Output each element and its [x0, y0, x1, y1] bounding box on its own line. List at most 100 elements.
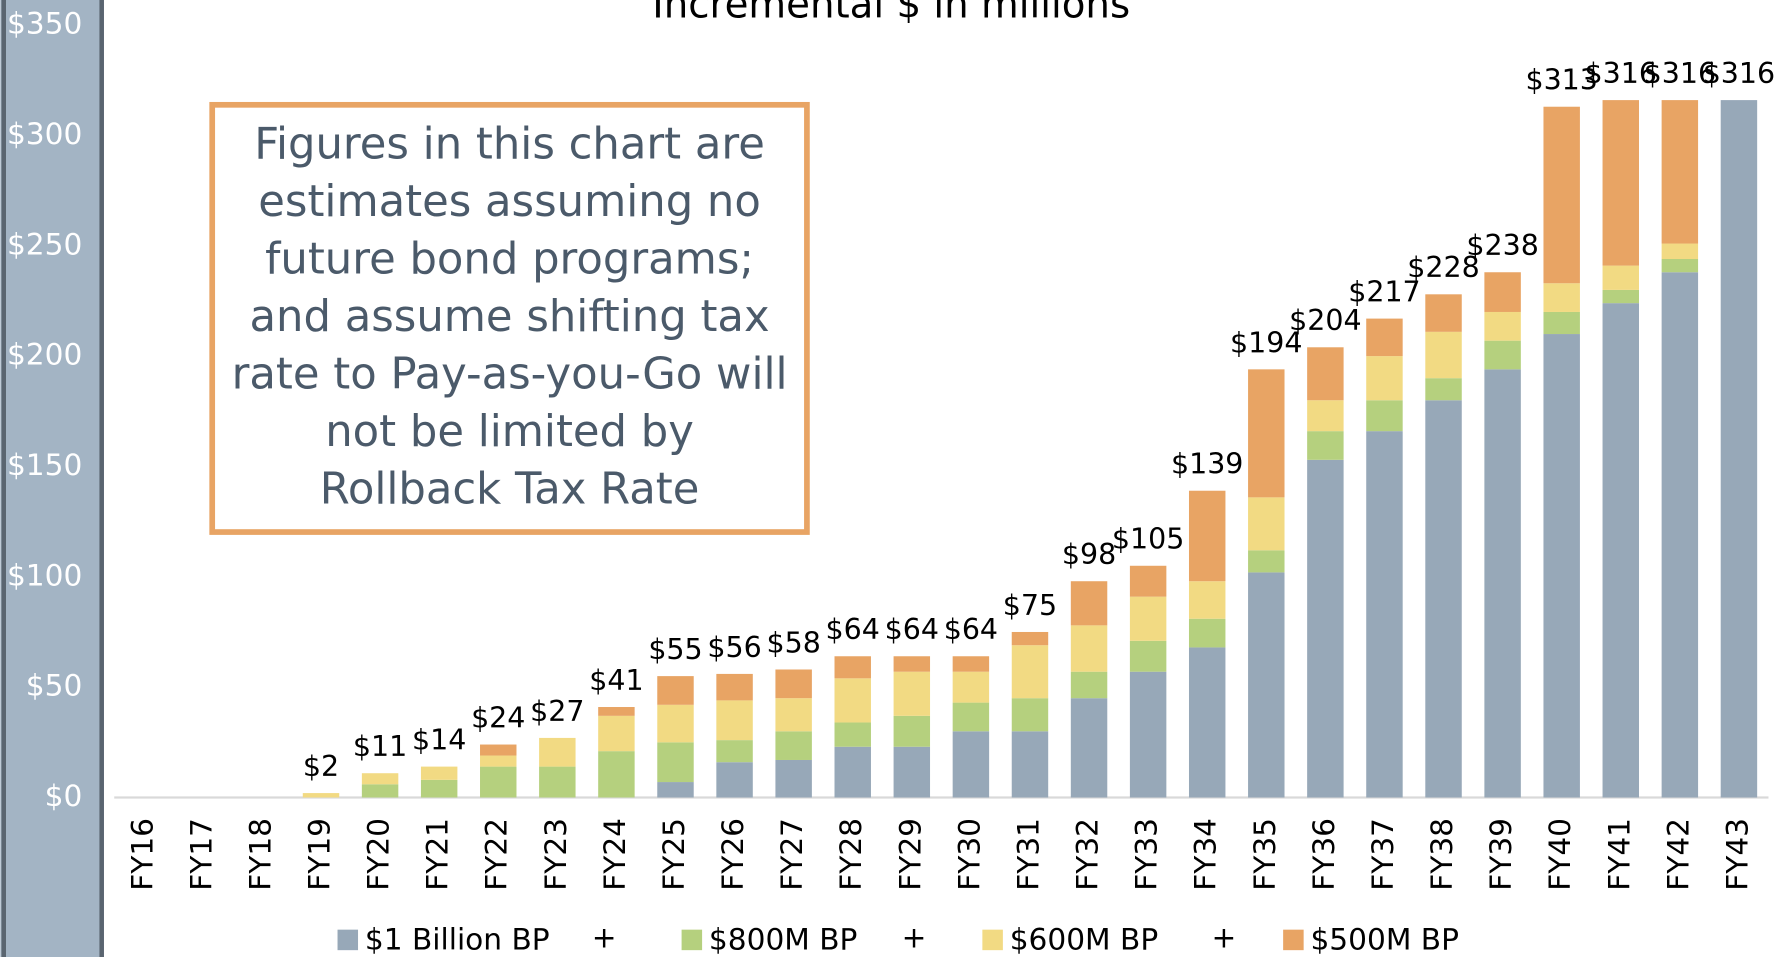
total-label: $27 — [530, 695, 584, 728]
total-label: $64 — [944, 613, 998, 646]
x-tick-label: FY24 — [598, 818, 632, 891]
bar-segment — [1543, 311, 1580, 335]
bar-segment — [834, 678, 871, 723]
bar-segment — [657, 742, 694, 783]
x-tick-label: FY42 — [1661, 818, 1695, 891]
bar-segment — [1543, 283, 1580, 312]
bar-segment — [1661, 259, 1699, 273]
bar-segment — [1129, 596, 1167, 641]
bar-segment — [1248, 550, 1285, 573]
bar-segment — [302, 793, 340, 798]
total-label: $11 — [353, 730, 407, 763]
bar-segment — [1661, 243, 1699, 260]
bar-segment — [539, 737, 576, 767]
x-tick-label: FY19 — [303, 818, 337, 891]
axis-strip — [0, 0, 103, 957]
bar-segment — [952, 656, 990, 672]
y-tick-label: $50 — [26, 669, 83, 703]
bar-segment — [361, 784, 399, 798]
total-label: $105 — [1112, 523, 1184, 556]
bar-segment — [1661, 100, 1699, 244]
bar-segment — [834, 722, 871, 747]
bar-segment — [1248, 369, 1285, 498]
bar-segment — [893, 715, 931, 747]
annotation-box — [209, 101, 810, 535]
x-tick-label: FY41 — [1602, 818, 1636, 891]
x-tick-label: FY34 — [1189, 818, 1223, 891]
bar-segment — [598, 751, 635, 798]
bar-segment — [893, 656, 931, 672]
bar-segment — [1366, 356, 1403, 401]
bar-segment — [1425, 378, 1462, 401]
bar-segment — [952, 671, 990, 703]
total-label: $217 — [1348, 276, 1420, 309]
y-tick-label: $350 — [7, 7, 82, 41]
x-tick-label: FY37 — [1366, 818, 1400, 891]
x-tick-label: FY28 — [834, 818, 868, 891]
legend-separator: + — [902, 920, 927, 954]
annotation-line: future bond programs; — [265, 235, 754, 285]
legend-separator: + — [592, 920, 617, 954]
bar-segment — [1070, 671, 1108, 699]
x-tick-label: FY33 — [1130, 818, 1164, 891]
bar-segment — [1307, 431, 1344, 460]
bar-segment — [1188, 618, 1226, 648]
total-label: $316 — [1644, 57, 1716, 90]
bar-segment — [657, 676, 694, 705]
x-tick-label: FY35 — [1248, 818, 1282, 891]
annotation-line: Figures in this chart are — [254, 119, 765, 169]
bar-segment — [657, 704, 694, 743]
bar-segment — [480, 766, 517, 798]
x-tick-label: FY40 — [1543, 818, 1577, 891]
bar-segment — [1070, 698, 1108, 798]
chart-title: Incremental $ in millions — [652, 0, 1130, 27]
bar-segment — [1425, 331, 1462, 379]
bar-segment — [1307, 347, 1344, 401]
bar-segment — [834, 746, 871, 798]
x-tick-label: FY39 — [1484, 818, 1518, 891]
bar-segment — [1484, 311, 1521, 341]
bar-segment — [1129, 640, 1167, 672]
bar-segment — [893, 671, 931, 716]
legend-swatch — [982, 929, 1003, 951]
y-tick-label: $0 — [45, 779, 83, 813]
total-label: $58 — [766, 626, 820, 659]
bar-segment — [1248, 572, 1285, 798]
bar-segment — [1366, 400, 1403, 432]
bar-segment — [775, 698, 812, 732]
y-tick-label: $300 — [7, 117, 82, 151]
total-label: $14 — [412, 724, 466, 757]
y-tick-label: $150 — [7, 448, 82, 482]
bar-segment — [893, 746, 931, 798]
legend-label: $600M BP — [1010, 923, 1158, 957]
legend-label: $800M BP — [709, 923, 857, 957]
x-tick-label: FY43 — [1720, 818, 1754, 891]
total-label: $316 — [1703, 57, 1775, 90]
annotation-line: not be limited by — [325, 407, 694, 457]
bar-segment — [1011, 698, 1049, 732]
bar-segment — [1602, 289, 1639, 304]
y-tick-label: $100 — [7, 558, 82, 592]
x-tick-label: FY36 — [1307, 818, 1341, 891]
total-label: $55 — [648, 633, 702, 666]
bar-segment — [1188, 490, 1226, 582]
total-label: $64 — [885, 613, 939, 646]
bar-segment — [1070, 625, 1108, 672]
bar-segment — [1011, 645, 1049, 699]
bar-segment — [952, 702, 990, 732]
annotation-line: Rollback Tax Rate — [320, 465, 700, 515]
x-tick-label: FY22 — [480, 818, 514, 891]
bar-segment — [716, 700, 753, 741]
total-label: $139 — [1171, 448, 1243, 481]
total-label: $316 — [1585, 57, 1657, 90]
x-tick-label: FY21 — [421, 818, 455, 891]
bar-segment — [1129, 565, 1167, 597]
bar-segment — [1366, 318, 1403, 357]
x-tick-label: FY16 — [125, 818, 159, 891]
bar-segment — [1011, 631, 1049, 646]
total-label: $228 — [1407, 251, 1479, 284]
bar-segment — [1366, 431, 1403, 798]
annotation-line: rate to Pay-as-you-Go will — [232, 350, 788, 400]
legend-swatch — [337, 929, 359, 951]
total-label: $238 — [1466, 229, 1538, 262]
